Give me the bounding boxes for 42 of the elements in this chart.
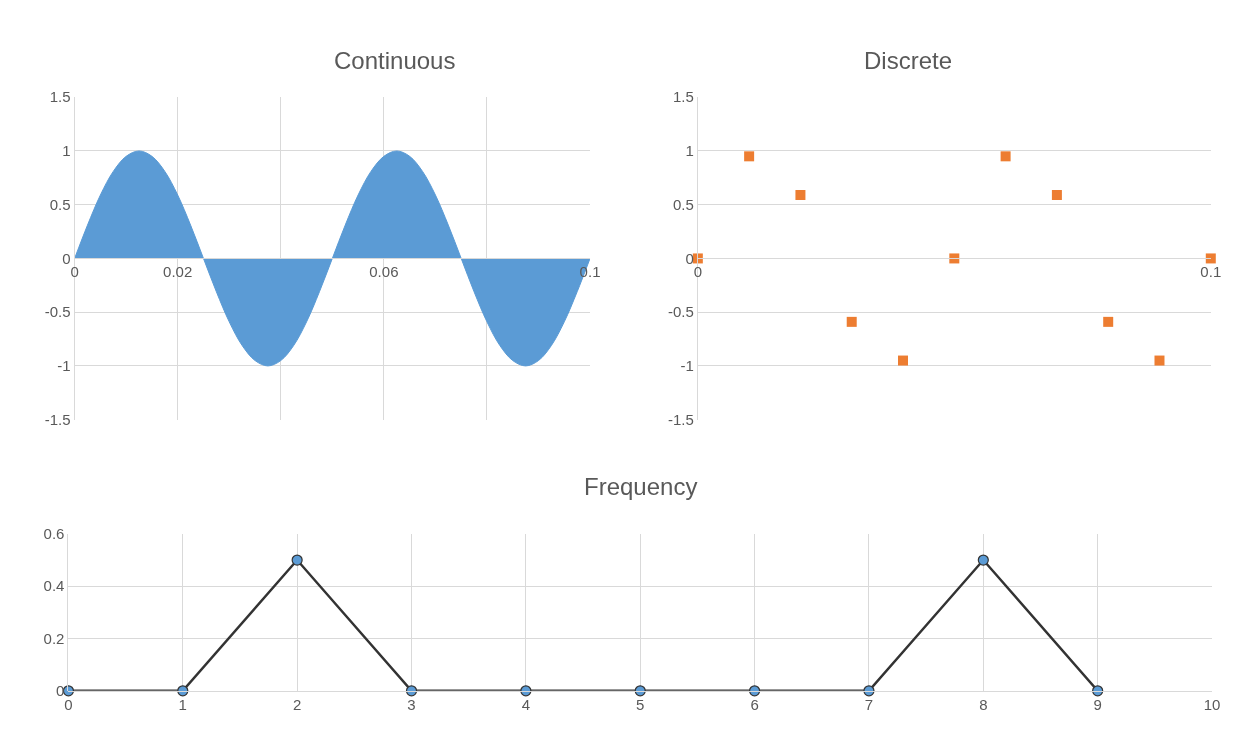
- y-tick-label: -1: [680, 357, 694, 375]
- x-tick-label: 7: [864, 695, 874, 713]
- y-tick-label: 0: [62, 249, 71, 267]
- y-tick-label: 1: [685, 142, 694, 160]
- point: [1000, 151, 1011, 162]
- point: [898, 355, 909, 366]
- point: [795, 190, 806, 201]
- point: [744, 151, 755, 162]
- y-tick-label: -0.5: [44, 303, 71, 321]
- x-tick-label: 0.1: [1200, 263, 1222, 281]
- chart-title: Frequency: [584, 473, 698, 500]
- x-tick-label: 5: [636, 695, 645, 713]
- x-tick-label: 3: [407, 695, 416, 713]
- y-tick-label: -1: [57, 357, 71, 375]
- x-tick-label: 1: [178, 695, 187, 713]
- y-tick-label: -1.5: [667, 410, 694, 428]
- point: [1051, 190, 1062, 201]
- y-tick-label: 1.5: [672, 88, 694, 106]
- y-tick-label: 1: [62, 142, 71, 160]
- y-tick-label: 0.5: [49, 195, 71, 213]
- chart-title: Discrete: [864, 47, 953, 74]
- x-tick-label: 9: [1093, 695, 1102, 713]
- y-tick-label: 1.5: [49, 88, 71, 106]
- point: [1205, 253, 1216, 264]
- y-tick-label: 0.5: [672, 195, 694, 213]
- y-tick-label: 0.4: [43, 577, 65, 595]
- point: [846, 316, 857, 327]
- point: [1154, 355, 1165, 366]
- x-tick-label: 4: [521, 695, 531, 713]
- x-tick-label: 10: [1203, 695, 1221, 713]
- y-tick-label: 0.6: [43, 525, 65, 543]
- x-tick-label: 6: [750, 695, 759, 713]
- point: [1103, 316, 1114, 327]
- x-tick-label: 0.06: [369, 263, 399, 281]
- y-tick-label: -1.5: [44, 410, 71, 428]
- x-tick-label: 0.02: [163, 263, 193, 281]
- x-tick-label: 8: [979, 695, 988, 713]
- y-tick-label: 0: [56, 682, 65, 700]
- y-tick-label: -0.5: [667, 303, 694, 321]
- x-tick-label: 2: [292, 695, 302, 713]
- y-tick-label: 0.2: [43, 629, 65, 647]
- chart-title: Continuous: [334, 47, 456, 74]
